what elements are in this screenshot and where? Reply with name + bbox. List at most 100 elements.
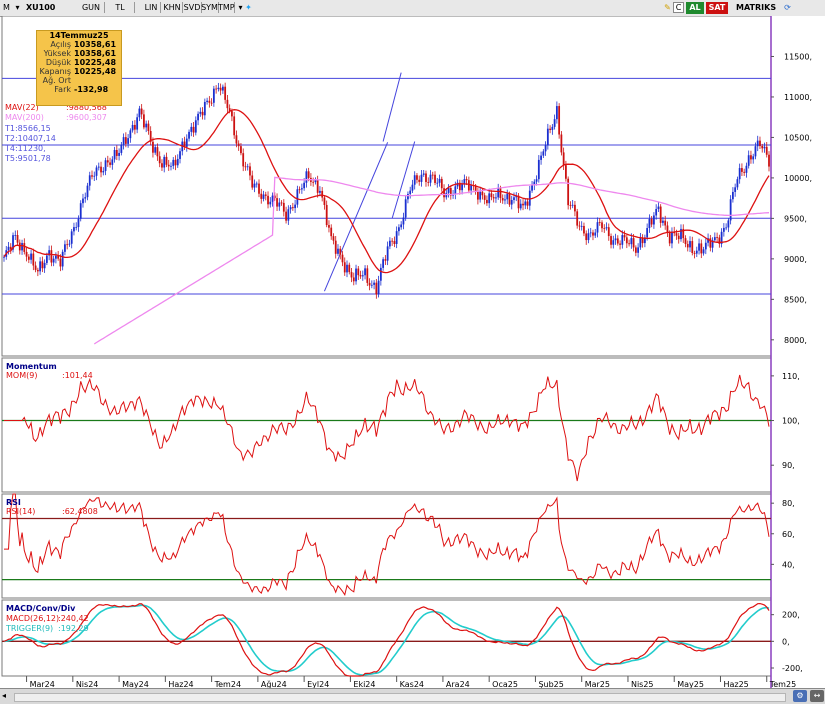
- candle-body: [136, 117, 139, 130]
- candle-body: [402, 217, 405, 225]
- dropdown-icon[interactable]: ▾: [15, 3, 20, 12]
- svd-button[interactable]: SVD: [183, 2, 202, 13]
- momentum-title: Momentum: [6, 362, 57, 371]
- candle-body: [662, 220, 664, 223]
- candle-body: [470, 185, 473, 191]
- candle-body: [533, 181, 536, 186]
- linear-button[interactable]: LIN: [142, 2, 161, 13]
- rsi-title: RSI: [6, 498, 21, 507]
- candle-body: [201, 111, 204, 116]
- candle-body: [217, 87, 220, 90]
- x-tick-label: Kas24: [400, 680, 424, 688]
- c-icon[interactable]: C: [673, 2, 684, 13]
- x-tick-label: Haz24: [168, 680, 193, 688]
- chart-canvas[interactable]: 11500, 11000, 10500, 10000, 9500, 9000, 8500, 8…: [0, 16, 825, 688]
- template-dropdown-icon[interactable]: ▾: [238, 3, 243, 12]
- candle-body: [598, 222, 601, 223]
- candle-body: [18, 242, 21, 251]
- candle-body: [544, 145, 547, 152]
- x-tick-label: Ağu24: [261, 680, 287, 688]
- currency-button[interactable]: TL: [106, 2, 135, 13]
- candle-body: [583, 225, 585, 234]
- candle-body: [357, 268, 360, 276]
- sell-button[interactable]: SAT: [706, 2, 728, 14]
- candle-body: [246, 166, 249, 168]
- candle-body: [32, 253, 35, 266]
- scroll-left-icon[interactable]: ◂: [2, 691, 7, 700]
- scroll-track[interactable]: [14, 693, 786, 702]
- candle-body: [350, 272, 353, 278]
- candle-body: [763, 146, 766, 149]
- khn-button[interactable]: KHN: [162, 2, 183, 13]
- candle-body: [756, 140, 759, 147]
- y-tick-label: 9000,: [784, 255, 807, 264]
- candle-body: [693, 252, 696, 254]
- candle-body: [210, 102, 213, 104]
- candle-body: [305, 171, 308, 183]
- candle-body: [370, 284, 373, 286]
- candle-body: [337, 248, 339, 254]
- candle-body: [346, 264, 348, 273]
- candle-body: [129, 130, 132, 139]
- candle-body: [752, 156, 755, 160]
- candle-body: [467, 180, 470, 191]
- trend-line: [323, 142, 389, 292]
- candle-body: [373, 282, 375, 285]
- t5-label: T5:9501,78: [4, 154, 51, 163]
- candle-body: [79, 203, 82, 219]
- candle-body: [219, 87, 222, 91]
- candle-body: [12, 235, 14, 250]
- candle-body: [93, 175, 96, 177]
- settings-icon[interactable]: ⚙: [793, 690, 807, 702]
- mav22-value: :9880,568: [66, 103, 107, 112]
- y-tick-label: 200,: [782, 611, 800, 620]
- candle-body: [578, 225, 581, 227]
- candle-body: [630, 238, 633, 245]
- macd-line: [3, 602, 770, 677]
- candle-body: [765, 146, 768, 155]
- x-tick-label: Ara24: [446, 680, 470, 688]
- symbol-label[interactable]: XU100: [26, 3, 56, 12]
- candle-body: [111, 159, 114, 165]
- t2-label: T2:10407,14: [4, 134, 56, 143]
- candle-body: [713, 237, 716, 241]
- buy-button[interactable]: AL: [686, 2, 704, 14]
- cursor-icon[interactable]: ✎: [664, 3, 671, 12]
- candle-body: [501, 198, 504, 201]
- expand-icon[interactable]: ↔: [810, 690, 824, 702]
- candle-body: [59, 258, 62, 267]
- twitter-icon[interactable]: ✦: [245, 3, 252, 12]
- candle-body: [634, 247, 637, 253]
- candle-body: [314, 179, 317, 183]
- candle-body: [528, 190, 531, 206]
- candle-body: [61, 251, 64, 267]
- diff-value: -132,98: [74, 85, 109, 94]
- candle-body: [686, 243, 689, 248]
- candle-body: [522, 203, 524, 206]
- candle-body: [179, 151, 181, 159]
- candle-body: [431, 174, 434, 176]
- candle-body: [754, 146, 757, 157]
- y-tick-label: 8500,: [784, 295, 807, 304]
- diff-label: Fark: [54, 85, 71, 94]
- candle-body: [594, 232, 597, 236]
- candle-body: [562, 152, 565, 166]
- period-button[interactable]: GUN: [78, 2, 105, 13]
- trend-line: [382, 72, 402, 142]
- candle-body: [118, 152, 120, 156]
- candle-body: [328, 225, 330, 228]
- candle-body: [393, 241, 396, 244]
- candle-body: [267, 195, 269, 205]
- candle-body: [231, 111, 233, 117]
- y-tick-label: 60,: [782, 530, 795, 539]
- refresh-icon[interactable]: ⟳: [784, 3, 791, 12]
- candle-body: [427, 181, 430, 183]
- candle-body: [639, 237, 642, 248]
- candle-body: [513, 197, 515, 200]
- rsi-line: [4, 493, 770, 597]
- menu-icon[interactable]: M: [3, 3, 10, 12]
- macd-label: MACD(26,12): [6, 614, 59, 623]
- tmp-button[interactable]: TMP: [218, 2, 235, 13]
- sym-button[interactable]: SYM: [201, 2, 219, 13]
- candle-body: [113, 150, 116, 160]
